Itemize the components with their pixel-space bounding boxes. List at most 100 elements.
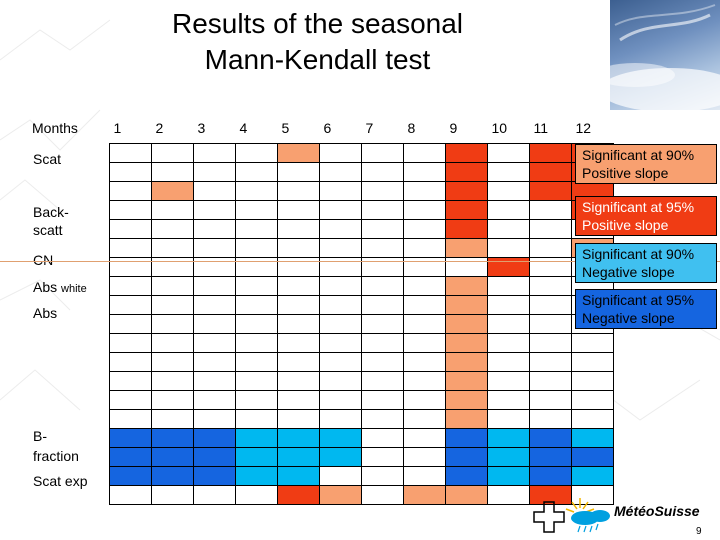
result-cell bbox=[193, 295, 236, 315]
result-cell bbox=[109, 466, 152, 486]
result-cell bbox=[235, 295, 278, 315]
result-cell bbox=[319, 428, 362, 448]
result-cell bbox=[403, 447, 446, 467]
result-cell bbox=[151, 485, 194, 505]
result-cell bbox=[403, 371, 446, 391]
result-cell bbox=[235, 257, 278, 277]
result-cell bbox=[529, 485, 572, 505]
result-cell bbox=[277, 276, 320, 296]
result-cell bbox=[193, 333, 236, 353]
table-row bbox=[28, 200, 614, 220]
result-cell bbox=[529, 295, 572, 315]
legend-item-line-2: Negative slope bbox=[582, 264, 675, 280]
month-10: 10 bbox=[491, 120, 508, 136]
table-row bbox=[28, 143, 614, 163]
result-cell bbox=[277, 314, 320, 334]
result-cell bbox=[487, 276, 530, 296]
result-cell bbox=[403, 162, 446, 182]
result-cell bbox=[235, 276, 278, 296]
result-cell bbox=[235, 428, 278, 448]
result-cell bbox=[109, 485, 152, 505]
result-cell bbox=[361, 238, 404, 258]
table-row bbox=[28, 162, 614, 182]
result-cell bbox=[151, 200, 194, 220]
result-cell bbox=[403, 276, 446, 296]
result-cell bbox=[235, 466, 278, 486]
result-cell bbox=[151, 466, 194, 486]
result-cell bbox=[487, 352, 530, 372]
legend-item-line-1: Significant at 95% bbox=[582, 199, 695, 215]
result-cell bbox=[277, 409, 320, 429]
result-cell bbox=[109, 314, 152, 334]
result-cell bbox=[571, 409, 614, 429]
result-cell bbox=[361, 181, 404, 201]
legend-item-line-2: Positive slope bbox=[582, 217, 669, 233]
result-cell bbox=[403, 219, 446, 239]
sky-photo bbox=[610, 0, 720, 110]
result-cell bbox=[445, 238, 488, 258]
result-cell bbox=[403, 428, 446, 448]
result-cell bbox=[319, 238, 362, 258]
result-cell bbox=[151, 409, 194, 429]
table-row bbox=[28, 447, 614, 467]
result-cell bbox=[403, 257, 446, 277]
result-cell bbox=[529, 238, 572, 258]
result-cell bbox=[319, 466, 362, 486]
row-label-cell bbox=[28, 182, 110, 201]
result-cell bbox=[277, 333, 320, 353]
result-cell bbox=[193, 371, 236, 391]
result-cell bbox=[277, 143, 320, 163]
result-cell bbox=[193, 466, 236, 486]
months-label: Months bbox=[32, 120, 78, 137]
month-7: 7 bbox=[365, 120, 374, 136]
result-cell bbox=[445, 428, 488, 448]
page-number: 9 bbox=[696, 526, 702, 537]
result-cell bbox=[487, 181, 530, 201]
legend-item: Significant at 95% Positive slope bbox=[575, 196, 717, 236]
result-cell bbox=[277, 238, 320, 258]
result-cell bbox=[361, 162, 404, 182]
label-abs-white-a: Abs bbox=[33, 279, 62, 295]
result-cell bbox=[151, 219, 194, 239]
legend-item-line-1: Significant at 95% bbox=[582, 292, 695, 308]
label-abs-white: Abs white bbox=[33, 279, 87, 295]
result-cell bbox=[361, 333, 404, 353]
result-cell bbox=[151, 238, 194, 258]
result-cell bbox=[109, 409, 152, 429]
result-cell bbox=[109, 162, 152, 182]
result-cell bbox=[235, 409, 278, 429]
result-cell bbox=[529, 428, 572, 448]
table-row bbox=[28, 409, 614, 429]
label-backscatt: Back- scatt bbox=[33, 203, 69, 239]
result-cell bbox=[109, 352, 152, 372]
legend-item: Significant at 90% Negative slope bbox=[575, 243, 717, 283]
result-cell bbox=[529, 371, 572, 391]
result-cell bbox=[403, 295, 446, 315]
result-cell bbox=[193, 390, 236, 410]
result-cell bbox=[109, 238, 152, 258]
result-cell bbox=[277, 428, 320, 448]
result-cell bbox=[529, 466, 572, 486]
result-cell bbox=[403, 390, 446, 410]
result-cell bbox=[571, 371, 614, 391]
result-cell bbox=[487, 295, 530, 315]
result-cell bbox=[277, 219, 320, 239]
result-cell bbox=[403, 352, 446, 372]
result-cell bbox=[529, 447, 572, 467]
result-cell bbox=[445, 219, 488, 239]
result-cell bbox=[235, 314, 278, 334]
result-cell bbox=[235, 143, 278, 163]
result-cell bbox=[109, 200, 152, 220]
result-cell bbox=[151, 352, 194, 372]
legend-item-line-1: Significant at 90% bbox=[582, 147, 695, 163]
result-cell bbox=[277, 200, 320, 220]
month-9: 9 bbox=[449, 120, 458, 136]
result-cell bbox=[361, 390, 404, 410]
result-cell bbox=[277, 181, 320, 201]
result-cell bbox=[193, 143, 236, 163]
result-cell bbox=[445, 485, 488, 505]
result-cell bbox=[193, 447, 236, 467]
result-cell bbox=[319, 447, 362, 467]
result-cell bbox=[487, 200, 530, 220]
table-row bbox=[28, 390, 614, 410]
